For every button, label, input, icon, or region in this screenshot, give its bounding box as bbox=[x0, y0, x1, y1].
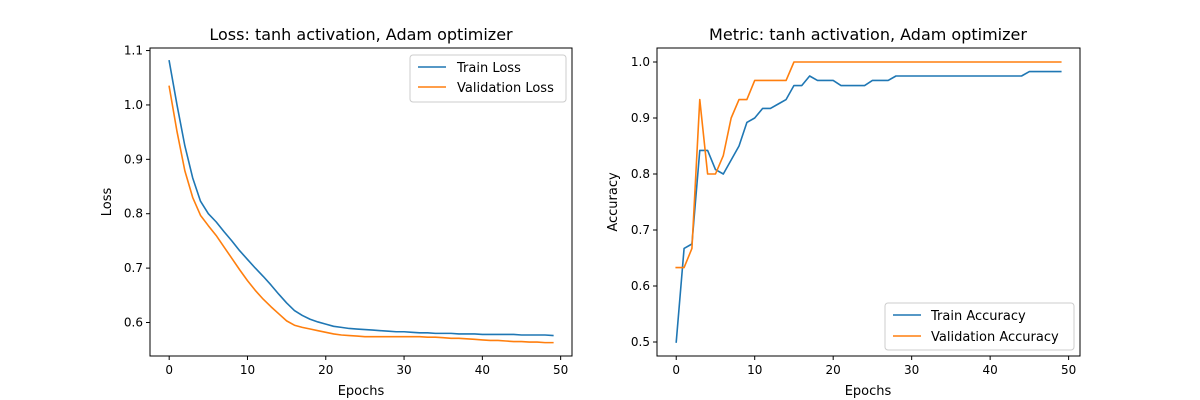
legend-label-validation-accuracy: Validation Accuracy bbox=[931, 330, 1059, 345]
metric-plot-area bbox=[675, 61, 1062, 343]
loss-y-tick-label-3: 0.9 bbox=[124, 152, 143, 166]
metric-y-tick-label-3: 0.8 bbox=[631, 167, 650, 181]
metric-x-tick-label-10: 10 bbox=[747, 363, 762, 377]
metric-y-tick-label-1: 0.6 bbox=[631, 279, 650, 293]
loss-x-tick-label-50: 50 bbox=[553, 363, 568, 377]
metric-x-tick-label-20: 20 bbox=[826, 363, 841, 377]
loss-plot-area bbox=[168, 59, 554, 344]
metric-chart-title: Metric: tanh activation, Adam optimizer bbox=[709, 25, 1027, 44]
metric-ticks: 0 10 20 30 40 50 0.5 0.6 0.7 0.8 0.9 1.0 bbox=[631, 55, 1076, 377]
legend-label-train-accuracy: Train Accuracy bbox=[930, 309, 1026, 324]
loss-y-axis-label: Loss bbox=[100, 188, 115, 217]
loss-legend-box bbox=[409, 54, 567, 103]
metric-x-axis-label: Epochs bbox=[845, 384, 892, 399]
metric-axes-frame bbox=[656, 47, 1081, 357]
loss-x-tick-label-30: 30 bbox=[396, 363, 411, 377]
legend-label-train-loss: Train Loss bbox=[456, 61, 521, 76]
loss-axes-frame bbox=[149, 47, 573, 357]
metric-y-tick-label-0: 0.5 bbox=[631, 335, 650, 349]
loss-x-tick-label-20: 20 bbox=[318, 363, 333, 377]
loss-legend: Train Loss Validation Loss bbox=[409, 54, 567, 103]
loss-y-tick-label-4: 1.0 bbox=[124, 98, 143, 112]
metric-x-tick-label-0: 0 bbox=[672, 363, 680, 377]
loss-chart: Loss: tanh activation, Adam optimizer Ep… bbox=[100, 25, 573, 399]
metric-x-tick-label-50: 50 bbox=[1061, 363, 1076, 377]
series-line-train-loss bbox=[168, 59, 554, 337]
metric-legend-box bbox=[884, 302, 1075, 351]
loss-y-tick-label-2: 0.8 bbox=[124, 207, 143, 221]
metric-y-tick-label-4: 0.9 bbox=[631, 111, 650, 125]
loss-x-tick-label-40: 40 bbox=[475, 363, 490, 377]
series-line-train-accuracy bbox=[675, 70, 1062, 343]
legend-label-validation-loss: Validation Loss bbox=[457, 81, 554, 96]
loss-x-tick-label-10: 10 bbox=[240, 363, 255, 377]
metric-x-tick-label-30: 30 bbox=[904, 363, 919, 377]
metric-y-axis-label: Accuracy bbox=[606, 172, 621, 232]
loss-chart-title: Loss: tanh activation, Adam optimizer bbox=[209, 25, 513, 44]
loss-y-tick-label-0: 0.6 bbox=[124, 315, 143, 329]
series-line-validation-accuracy bbox=[675, 61, 1062, 269]
loss-x-axis-label: Epochs bbox=[338, 384, 385, 399]
loss-ticks: 0 10 20 30 40 50 0.6 0.7 0.8 0.9 1.0 1.1 bbox=[124, 44, 568, 377]
metric-legend: Train Accuracy Validation Accuracy bbox=[884, 302, 1075, 351]
loss-y-tick-label-5: 1.1 bbox=[124, 44, 143, 58]
metric-y-tick-label-2: 0.7 bbox=[631, 223, 650, 237]
metric-x-tick-label-40: 40 bbox=[983, 363, 998, 377]
loss-y-tick-label-1: 0.7 bbox=[124, 261, 143, 275]
series-line-validation-loss bbox=[168, 85, 554, 344]
metric-y-tick-label-5: 1.0 bbox=[631, 55, 650, 69]
metric-chart: Metric: tanh activation, Adam optimizer … bbox=[606, 25, 1081, 399]
loss-x-tick-label-0: 0 bbox=[165, 363, 173, 377]
